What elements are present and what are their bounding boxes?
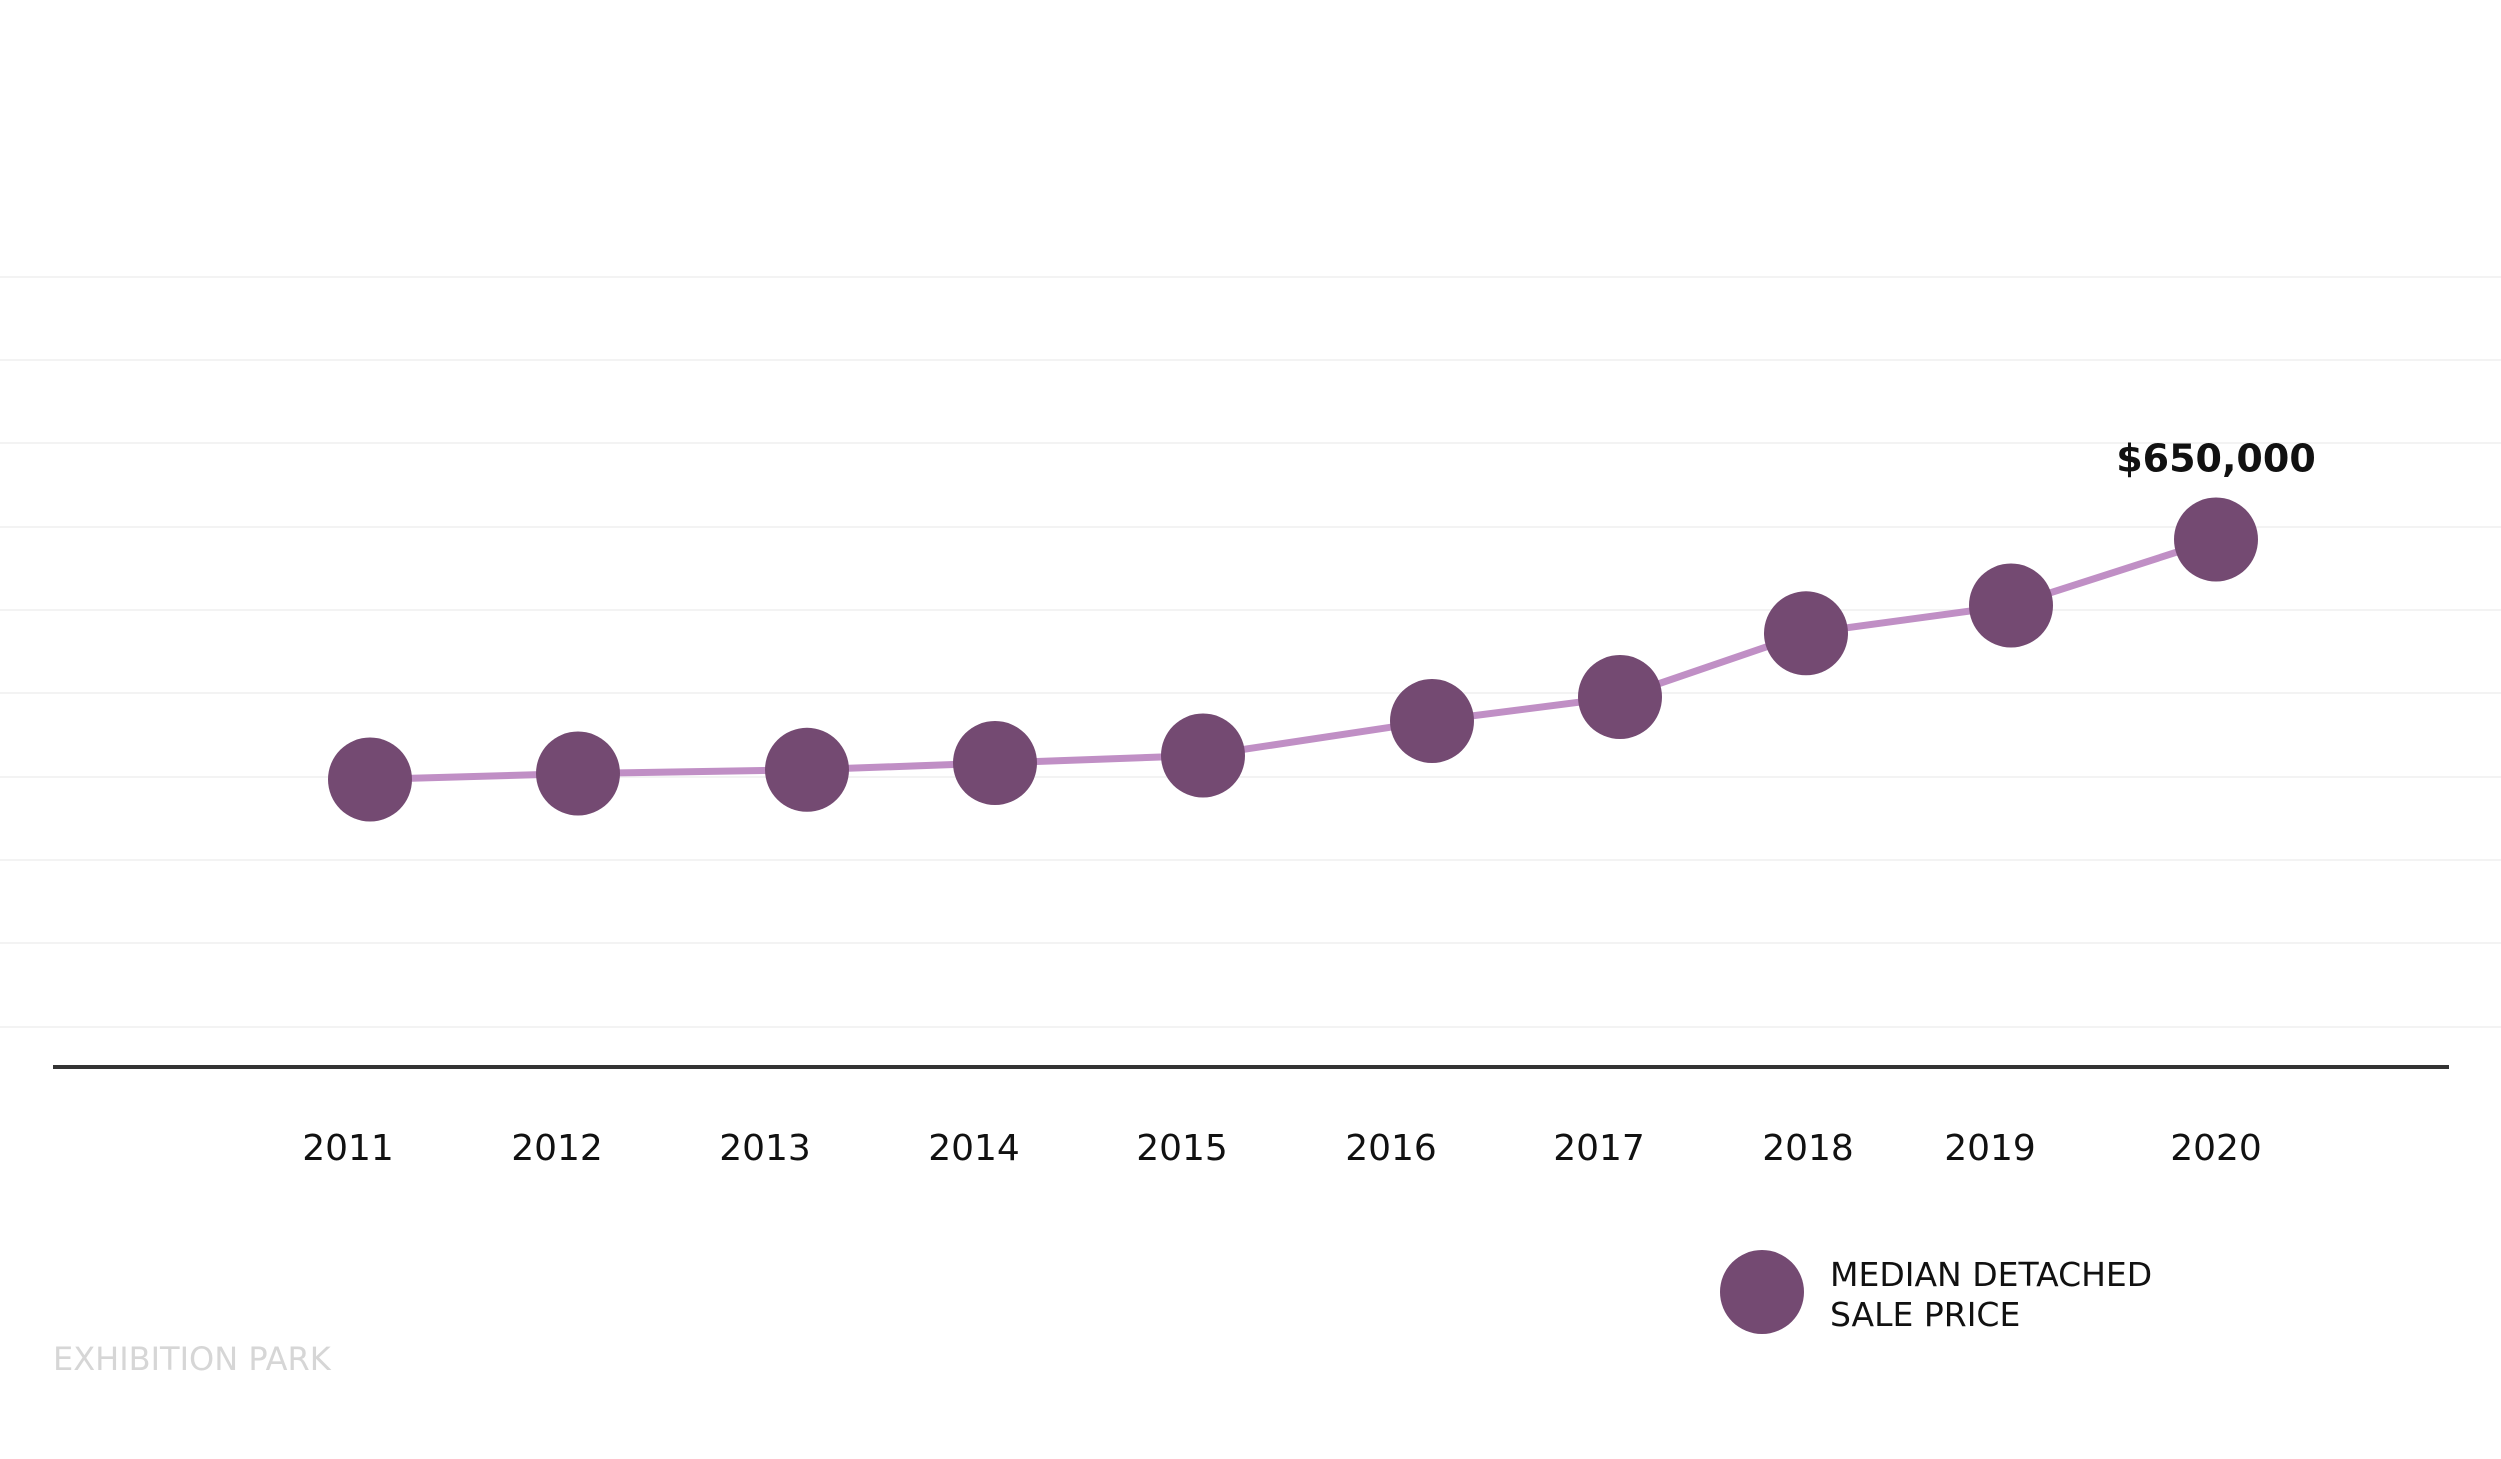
x-tick-2016: 2016 xyxy=(1345,1128,1437,1169)
footer-location: EXHIBITION PARK xyxy=(53,1340,332,1378)
legend-label-line1: MEDIAN DETACHED xyxy=(1830,1255,2152,1294)
data-point-2020 xyxy=(2174,497,2258,582)
x-tick-2013: 2013 xyxy=(719,1128,811,1169)
x-tick-2017: 2017 xyxy=(1553,1128,1645,1169)
x-tick-2011: 2011 xyxy=(302,1128,394,1169)
x-tick-2018: 2018 xyxy=(1762,1128,1854,1169)
gridlines xyxy=(0,276,2501,1028)
data-point-2013 xyxy=(765,727,849,812)
series-line xyxy=(369,536,2218,783)
data-point-2019 xyxy=(1969,563,2053,648)
x-tick-2019: 2019 xyxy=(1944,1128,2036,1169)
data-point-2014 xyxy=(953,721,1037,805)
x-tick-2014: 2014 xyxy=(928,1128,1020,1169)
data-point-2016 xyxy=(1390,679,1474,763)
legend-label-line2: SALE PRICE xyxy=(1830,1295,2020,1334)
x-tick-2015: 2015 xyxy=(1136,1128,1228,1169)
data-point-2018 xyxy=(1764,591,1848,676)
data-point-2011 xyxy=(328,737,412,822)
data-point-2015 xyxy=(1161,713,1245,798)
annotation-label: $650,000 xyxy=(2116,437,2316,481)
legend-marker xyxy=(1720,1250,1804,1334)
x-tick-2020: 2020 xyxy=(2170,1128,2262,1169)
x-tick-labels: 2011 2012 2013 2014 2015 2016 2017 2018 2019 2020 xyxy=(302,1128,2262,1169)
data-markers xyxy=(328,497,2258,822)
data-point-2012 xyxy=(536,731,620,816)
data-point-2017 xyxy=(1578,655,1662,739)
legend: MEDIAN DETACHED SALE PRICE xyxy=(1720,1250,2152,1334)
x-tick-2012: 2012 xyxy=(511,1128,603,1169)
